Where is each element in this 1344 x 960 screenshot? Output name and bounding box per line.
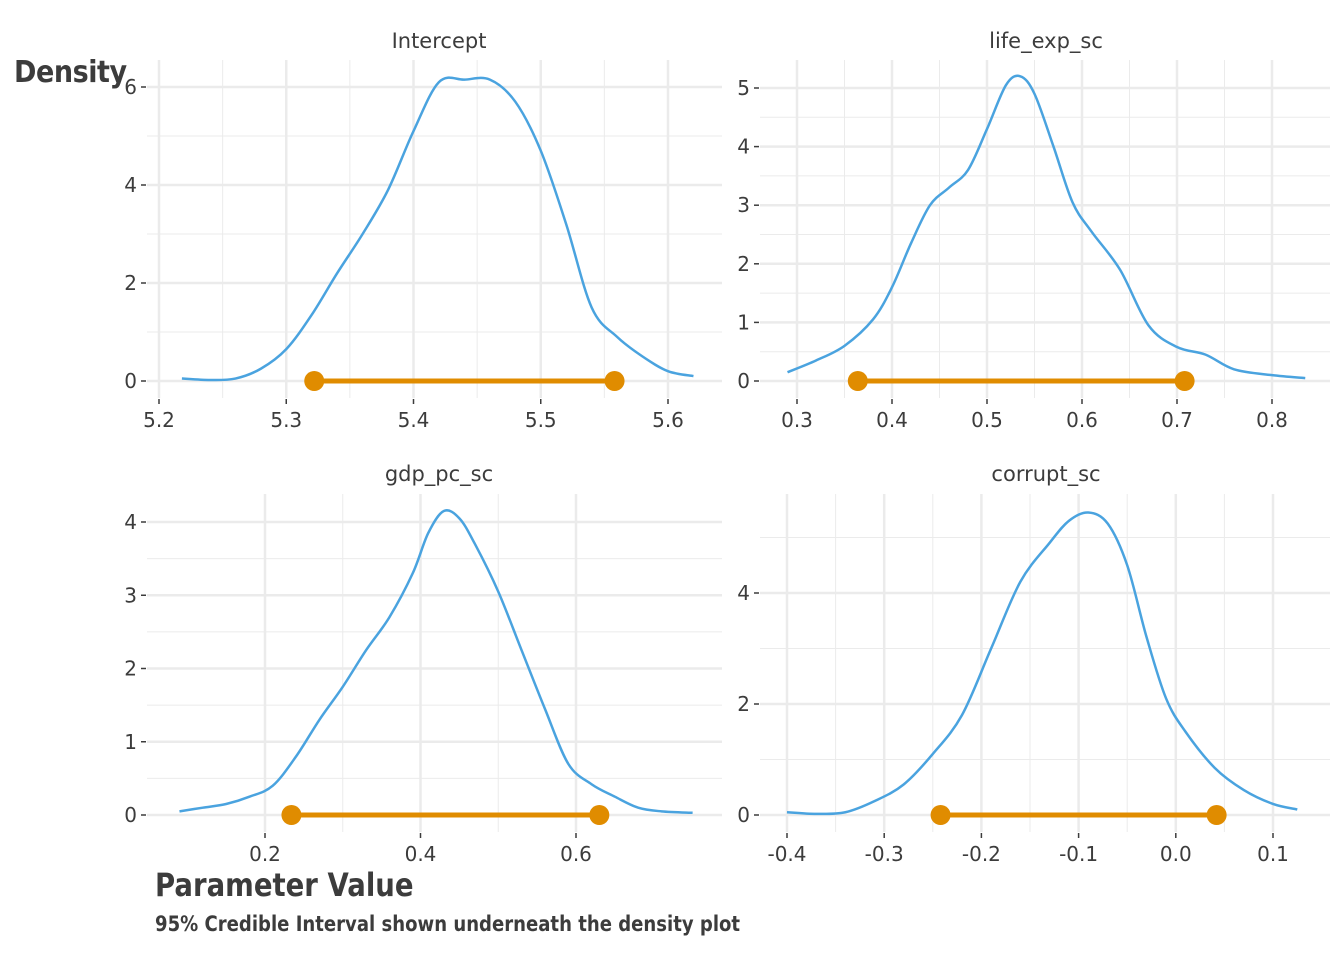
x-tick-label: -0.4 xyxy=(767,842,806,866)
panel-title: life_exp_sc xyxy=(989,29,1103,54)
y-tick-label: 0 xyxy=(737,369,750,393)
y-tick-label: 5 xyxy=(737,76,750,100)
x-tick-label: 5.5 xyxy=(525,408,557,432)
y-tick-label: 4 xyxy=(124,510,137,534)
x-tick-label: -0.3 xyxy=(865,842,904,866)
y-tick-label: 2 xyxy=(124,657,137,681)
x-tick-label: 5.3 xyxy=(270,408,302,432)
panel-title: corrupt_sc xyxy=(991,462,1100,487)
x-tick-label: 0.6 xyxy=(1066,408,1098,432)
x-tick-label: 5.2 xyxy=(143,408,175,432)
x-tick-label: 0.4 xyxy=(405,842,437,866)
y-tick-label: 2 xyxy=(124,271,137,295)
interval-upper-point xyxy=(1206,805,1227,825)
density-curve xyxy=(179,509,693,815)
y-tick-label: 4 xyxy=(124,173,137,197)
y-tick-label: 1 xyxy=(737,310,750,334)
y-tick-label: 4 xyxy=(737,135,750,159)
density-curve xyxy=(181,76,694,382)
x-tick-label: 0.3 xyxy=(781,408,813,432)
x-tick-label: 0.0 xyxy=(1160,842,1192,866)
interval-upper-point xyxy=(1174,371,1195,391)
interval-lower-point xyxy=(930,805,951,825)
x-tick-label: 0.6 xyxy=(560,842,592,866)
interval-lower-point xyxy=(847,371,868,391)
y-tick-label: 2 xyxy=(737,252,750,276)
y-tick-label: 2 xyxy=(737,692,750,716)
y-axis-title: Density xyxy=(14,55,127,90)
x-tick-label: -0.2 xyxy=(962,842,1001,866)
interval-lower-point xyxy=(304,371,325,391)
interval-lower-point xyxy=(281,805,302,825)
y-tick-label: 6 xyxy=(124,75,137,99)
x-tick-label: 0.2 xyxy=(249,842,281,866)
y-tick-label: 3 xyxy=(737,193,750,217)
x-tick-label: -0.1 xyxy=(1059,842,1098,866)
y-tick-label: 3 xyxy=(124,583,137,607)
y-tick-label: 0 xyxy=(124,369,137,393)
x-tick-label: 0.1 xyxy=(1257,842,1289,866)
caption: 95% Credible Interval shown underneath t… xyxy=(155,912,741,936)
x-tick-label: 0.4 xyxy=(876,408,908,432)
y-tick-label: 0 xyxy=(124,803,137,827)
panel-title: Intercept xyxy=(392,29,487,53)
x-tick-label: 0.7 xyxy=(1161,408,1193,432)
x-axis-title: Parameter Value xyxy=(155,866,414,904)
x-tick-label: 0.5 xyxy=(971,408,1003,432)
y-tick-label: 1 xyxy=(124,730,137,754)
x-tick-label: 5.4 xyxy=(398,408,430,432)
y-tick-label: 0 xyxy=(737,803,750,827)
panel-title: gdp_pc_sc xyxy=(385,462,493,487)
x-tick-label: 0.8 xyxy=(1256,408,1288,432)
x-tick-label: 5.6 xyxy=(652,408,684,432)
density-curve xyxy=(787,74,1306,380)
interval-upper-point xyxy=(589,805,610,825)
y-tick-label: 4 xyxy=(737,581,750,605)
interval-upper-point xyxy=(604,371,625,391)
density-curve xyxy=(786,511,1298,816)
